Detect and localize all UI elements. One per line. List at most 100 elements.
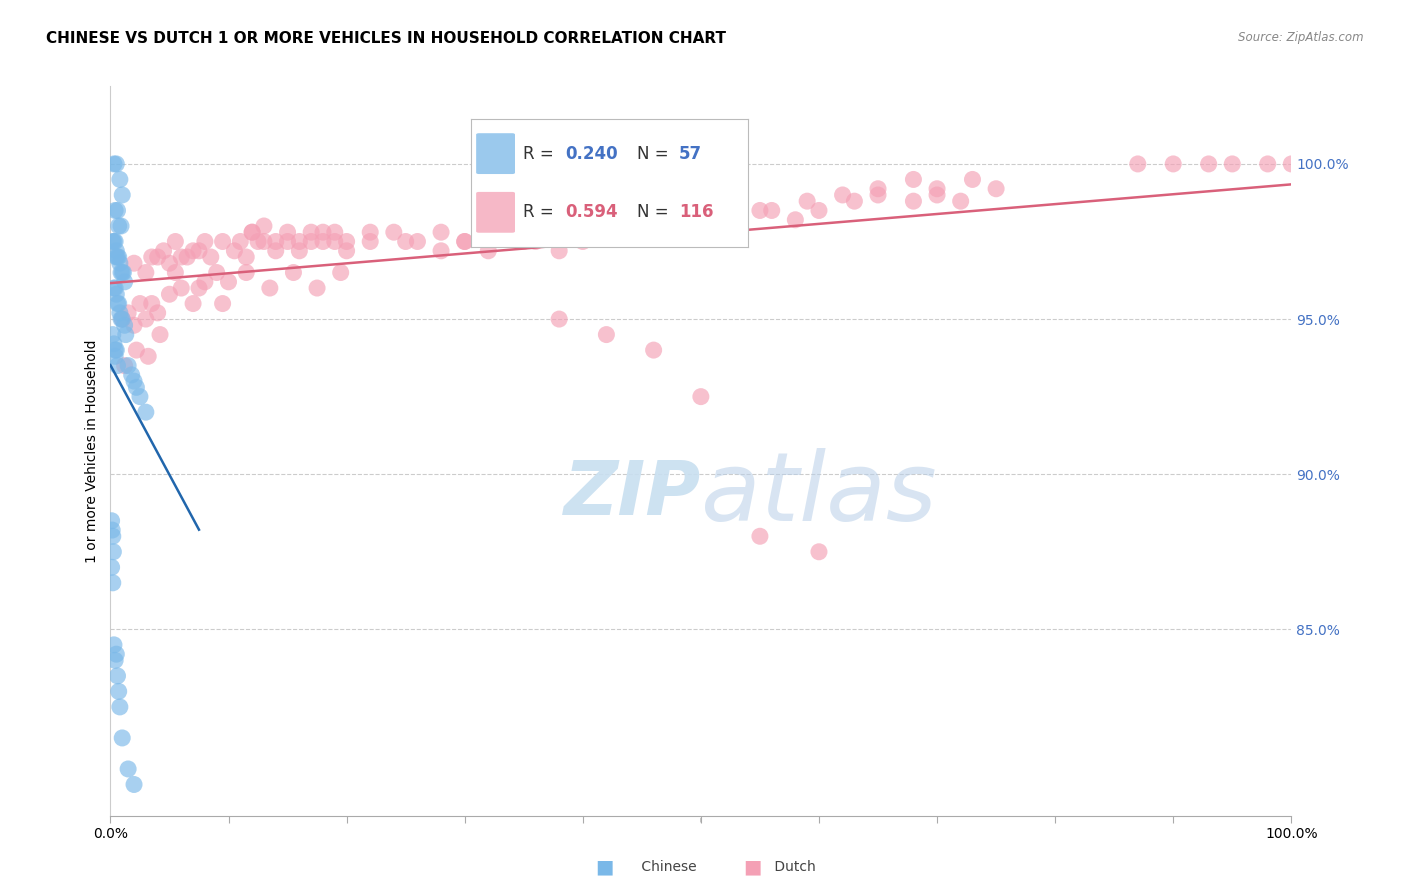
Point — [129, 296, 152, 310]
Point — [984, 182, 1007, 196]
Point — [111, 312, 134, 326]
Point — [194, 235, 217, 249]
Point — [489, 225, 512, 239]
Text: CHINESE VS DUTCH 1 OR MORE VEHICLES IN HOUSEHOLD CORRELATION CHART: CHINESE VS DUTCH 1 OR MORE VEHICLES IN H… — [46, 31, 727, 46]
Point — [430, 225, 453, 239]
Point — [103, 281, 125, 295]
Point — [112, 266, 135, 280]
Point — [129, 390, 152, 404]
Point — [110, 312, 132, 326]
Point — [105, 343, 128, 357]
Point — [135, 266, 157, 280]
Point — [101, 575, 124, 590]
Point — [277, 235, 299, 249]
Point — [264, 244, 287, 258]
Point — [831, 188, 853, 202]
Point — [159, 287, 181, 301]
Point — [188, 244, 211, 258]
Point — [200, 250, 222, 264]
Point — [125, 380, 148, 394]
Point — [165, 235, 187, 249]
Y-axis label: 1 or more Vehicles in Household: 1 or more Vehicles in Household — [86, 339, 100, 563]
Point — [903, 172, 925, 186]
Text: ■: ■ — [742, 857, 762, 877]
Point — [111, 731, 134, 745]
Point — [359, 225, 381, 239]
Text: ZIP: ZIP — [564, 458, 700, 532]
Point — [218, 275, 240, 289]
Point — [104, 653, 127, 667]
Point — [962, 172, 984, 186]
Point — [796, 194, 818, 209]
Point — [111, 266, 134, 280]
Point — [1220, 157, 1243, 171]
Point — [283, 266, 305, 280]
Point — [264, 235, 287, 249]
Point — [107, 219, 129, 233]
Point — [761, 203, 783, 218]
Point — [512, 235, 534, 249]
Point — [477, 244, 499, 258]
Point — [336, 244, 359, 258]
Point — [548, 244, 571, 258]
Point — [104, 349, 127, 363]
Point — [159, 256, 181, 270]
Point — [312, 225, 335, 239]
Point — [111, 312, 134, 326]
Point — [571, 235, 593, 249]
Text: Source: ZipAtlas.com: Source: ZipAtlas.com — [1239, 31, 1364, 45]
Point — [107, 296, 129, 310]
Point — [146, 306, 169, 320]
Point — [288, 244, 311, 258]
Point — [104, 203, 127, 218]
Point — [100, 514, 122, 528]
Point — [925, 188, 948, 202]
Point — [307, 281, 329, 295]
Point — [105, 244, 128, 258]
Point — [101, 529, 124, 543]
Point — [152, 244, 174, 258]
Point — [114, 359, 136, 373]
Point — [299, 225, 322, 239]
Point — [329, 266, 352, 280]
Point — [359, 235, 381, 249]
Point — [149, 327, 172, 342]
Point — [135, 405, 157, 419]
Point — [235, 250, 257, 264]
Point — [1198, 157, 1220, 171]
Point — [689, 203, 711, 218]
Point — [176, 250, 198, 264]
Point — [211, 235, 233, 249]
Point — [866, 188, 889, 202]
Point — [181, 244, 204, 258]
Point — [107, 684, 129, 698]
Point — [110, 219, 132, 233]
Point — [108, 700, 131, 714]
Point — [454, 235, 477, 249]
Point — [277, 225, 299, 239]
Point — [101, 327, 124, 342]
Point — [110, 266, 132, 280]
Point — [323, 235, 346, 249]
Point — [121, 368, 143, 382]
Point — [107, 203, 129, 218]
Point — [323, 225, 346, 239]
Point — [103, 545, 125, 559]
Point — [103, 235, 125, 249]
Point — [224, 244, 246, 258]
Point — [103, 638, 125, 652]
Point — [188, 281, 211, 295]
Point — [903, 194, 925, 209]
Point — [122, 256, 145, 270]
Point — [336, 235, 359, 249]
Point — [101, 523, 124, 537]
Point — [253, 219, 276, 233]
Point — [181, 296, 204, 310]
Point — [104, 281, 127, 295]
Point — [595, 327, 617, 342]
Point — [205, 266, 228, 280]
Point — [117, 306, 139, 320]
Point — [105, 157, 128, 171]
Point — [104, 343, 127, 357]
Point — [117, 762, 139, 776]
